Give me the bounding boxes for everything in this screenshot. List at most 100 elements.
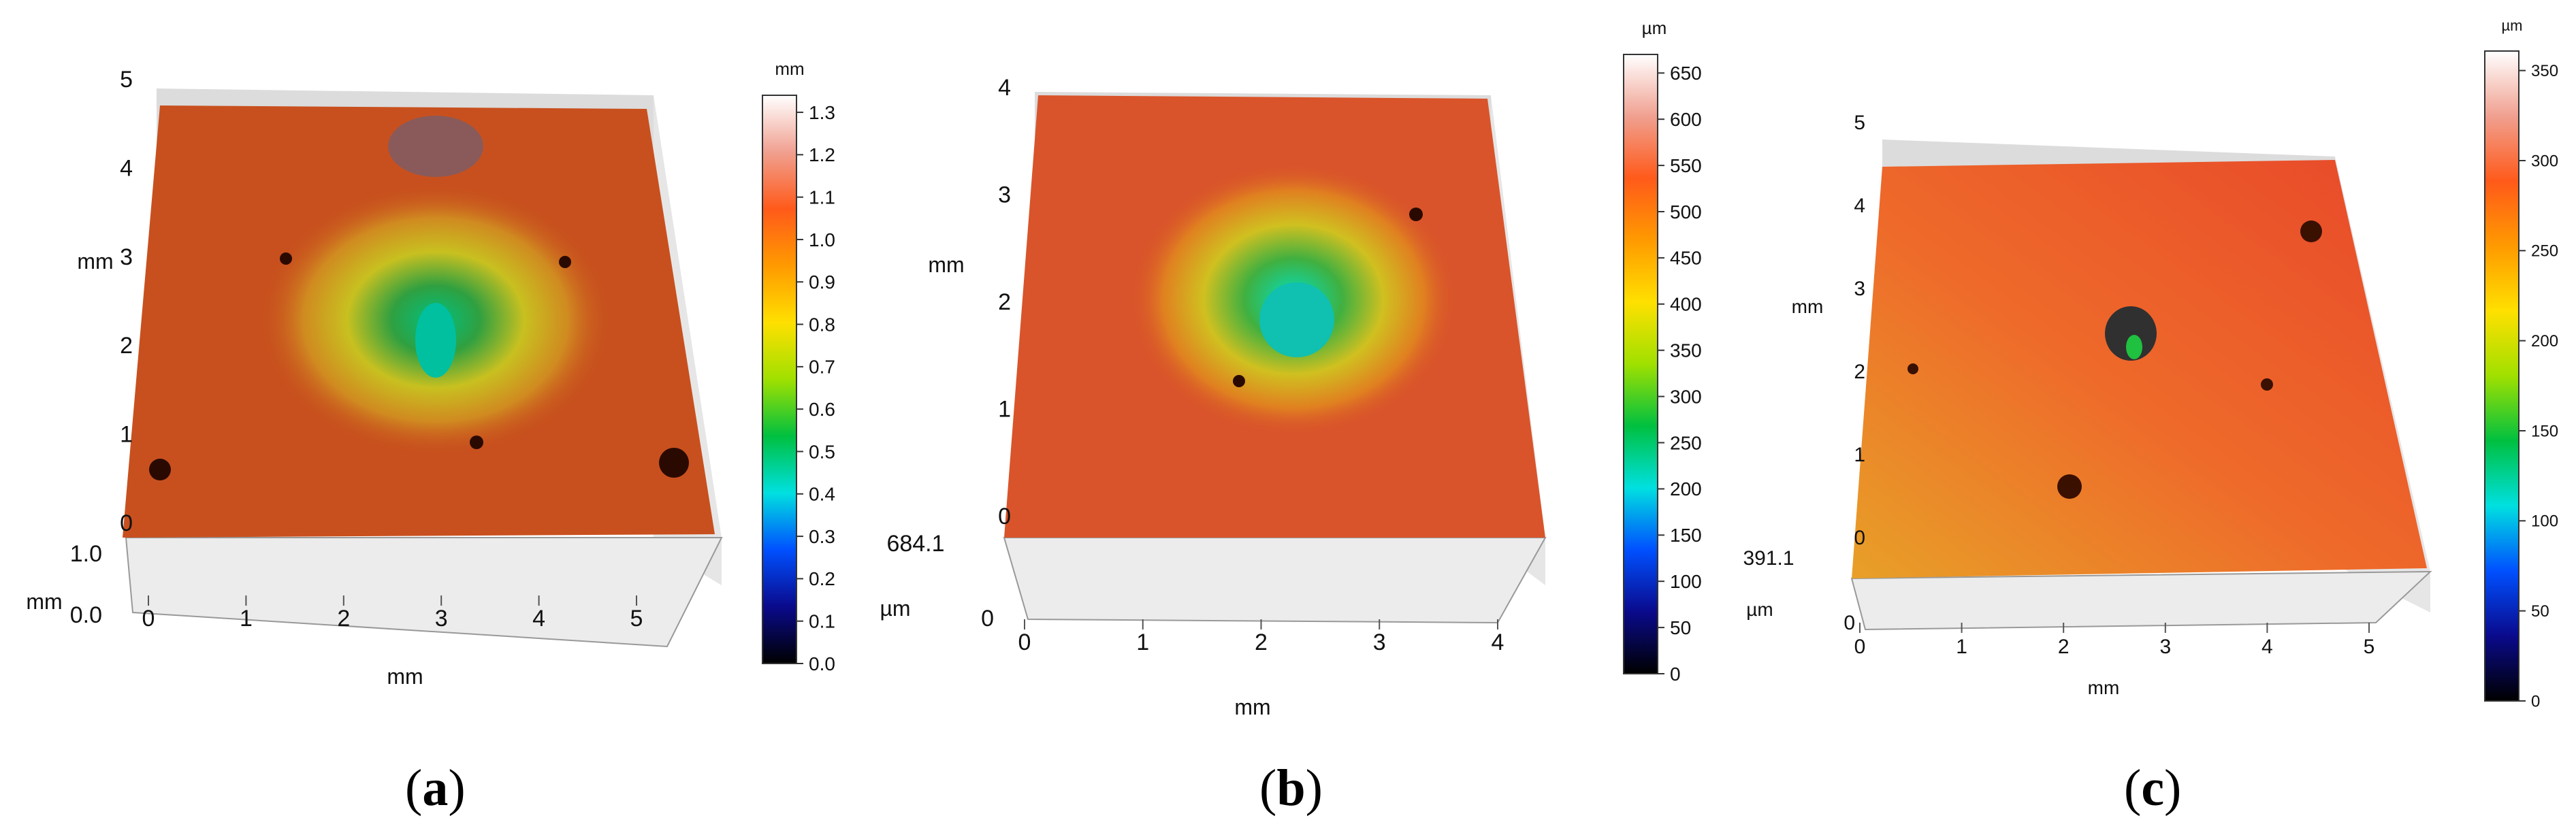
colorbar-unit: mm	[775, 59, 804, 79]
y-tick-label: 4	[998, 75, 1011, 101]
x-axis-unit: mm	[1234, 695, 1270, 719]
colorbar-tick-label: 150	[2531, 422, 2558, 440]
colorbar-tick-label: 0.1	[809, 610, 835, 632]
x-tick-label: 1	[240, 606, 253, 632]
pit	[470, 436, 483, 449]
colorbar-tick-label: 100	[2531, 512, 2558, 531]
colorbar-tick-label: 400	[1670, 294, 1702, 315]
pit-core-c	[2126, 335, 2142, 359]
colorbar-tick-label: 1.2	[809, 144, 835, 165]
z-axis-unit: µm	[1746, 599, 1773, 620]
colorbar-unit: µm	[1642, 18, 1667, 38]
colorbar-tick-label: 200	[1670, 478, 1702, 500]
pit-center-c	[2105, 306, 2157, 361]
x-tick-label: 5	[630, 606, 643, 632]
x-axis-unit: mm	[2088, 677, 2120, 698]
x-tick-label: 2	[2058, 636, 2070, 658]
colorbar-tick-label: 250	[2531, 242, 2558, 261]
x-tick-label: 4	[2261, 636, 2273, 658]
colorbar-tick-label: 300	[1670, 386, 1702, 407]
pit	[2261, 378, 2273, 391]
x-tick-label: 1	[1136, 629, 1149, 655]
colorbar-tick-label: 0.0	[809, 653, 835, 674]
panel-c: 0 1 2 3 4 5 mm 0 1 2 3 4 5 mm 0 µm 391.1 350 300 250 200 150 1…	[1702, 0, 2576, 835]
box-front-wall	[1850, 570, 2432, 631]
pit	[2057, 474, 2082, 499]
surface-plot-c: 0 1 2 3 4 5 mm 0 1 2 3 4 5 mm 0 µm 391.1 350 300 250 200 150 1…	[1743, 17, 2558, 710]
colorbar-tick-label: 500	[1670, 201, 1702, 223]
pit	[280, 252, 292, 265]
pit	[659, 448, 689, 478]
box-front-wall	[125, 537, 723, 648]
x-axis-unit: mm	[387, 664, 423, 689]
x-tick-label: 0	[1854, 636, 1866, 658]
colorbar-tick-label: 350	[1670, 340, 1702, 361]
y-tick-label: 3	[120, 244, 133, 270]
colorbar-tick-label: 550	[1670, 155, 1702, 176]
x-tick-label: 4	[1492, 629, 1504, 655]
z-tick-label: 1.0	[70, 541, 102, 567]
pit	[149, 459, 171, 480]
colorbar-tick-label: 0.7	[809, 357, 835, 378]
colorbar-tick-label: 0.3	[809, 526, 835, 547]
caption-a: (a)	[405, 759, 466, 817]
y-tick-label: 0	[1854, 527, 1865, 549]
x-tick-label: 3	[2159, 636, 2171, 658]
pit	[1907, 363, 1918, 374]
z-tick-label: 0	[981, 606, 994, 632]
y-tick-label: 1	[998, 397, 1011, 423]
y-axis-unit: mm	[77, 249, 113, 274]
surface-c	[1852, 160, 2427, 578]
colorbar-tick-label: 300	[2531, 152, 2558, 170]
y-tick-label: 2	[998, 289, 1011, 315]
x-tick-label: 3	[1373, 629, 1386, 655]
colorbar-tick-label: 650	[1670, 63, 1702, 84]
colorbar-tick-label: 200	[2531, 332, 2558, 350]
colorbar-tick-label: 50	[1670, 617, 1691, 638]
colorbar-tick-label: 0.9	[809, 272, 835, 293]
z-tick-label: 0.0	[70, 602, 102, 628]
y-axis-unit: mm	[1792, 296, 1824, 317]
crater-core-b	[1259, 282, 1334, 357]
colorbar	[762, 95, 797, 664]
y-tick-label: 4	[120, 155, 133, 181]
caption-b: (b)	[1259, 759, 1323, 817]
colorbar-tick-label: 600	[1670, 109, 1702, 130]
z-tick-label: 0	[1844, 612, 1855, 634]
colorbar-tick-label: 0.6	[809, 399, 835, 420]
y-tick-label: 5	[120, 67, 133, 93]
y-tick-label: 2	[1854, 361, 1865, 383]
y-tick-label: 0	[120, 510, 133, 536]
y-tick-label: 3	[1854, 278, 1865, 300]
colorbar	[2484, 50, 2519, 702]
surface-plot-a: 0 1 2 3 4 5 mm 0 1 2 3 4 5 mm 0.0 1.0 mm 1.3 1.2 1.1 1.0 0.9 0…	[26, 59, 835, 689]
y-tick-label: 5	[1854, 112, 1865, 134]
y-tick-label: 0	[998, 504, 1011, 529]
colorbar-tick-label: 450	[1670, 248, 1702, 269]
caption-c: (c)	[2124, 759, 2182, 817]
y-tick-label: 1	[1854, 444, 1865, 466]
colorbar-tick-label: 0.4	[809, 484, 835, 505]
x-tick-label: 4	[532, 606, 545, 632]
x-tick-label: 3	[435, 606, 448, 632]
colorbar-unit: µm	[2501, 17, 2522, 34]
z-axis-unit: mm	[26, 589, 62, 614]
y-tick-label: 1	[120, 422, 133, 448]
colorbar-tick-label: 1.0	[809, 229, 835, 250]
x-tick-label: 1	[1956, 636, 1967, 658]
colorbar-tick-label: 100	[1670, 571, 1702, 592]
crater-core-a	[415, 303, 456, 378]
pit	[559, 256, 571, 268]
x-tick-label: 2	[1255, 629, 1268, 655]
panel-b: 0 1 2 3 4 mm 0 1 2 3 4 mm 0 µm 684.1 650 600 550 500 450 400…	[844, 0, 1702, 835]
colorbar-tick-label: 0.2	[809, 568, 835, 589]
colorbar-tick-label: 250	[1670, 432, 1702, 453]
colorbar-tick-label: 50	[2531, 602, 2549, 621]
box-front-wall	[1003, 537, 1547, 624]
x-tick-label: 0	[142, 606, 155, 632]
x-tick-label: 2	[337, 606, 350, 632]
colorbar-tick-label: 0	[1670, 664, 1681, 685]
z-top-value: 684.1	[886, 531, 944, 557]
colorbar-tick-label: 150	[1670, 525, 1702, 546]
